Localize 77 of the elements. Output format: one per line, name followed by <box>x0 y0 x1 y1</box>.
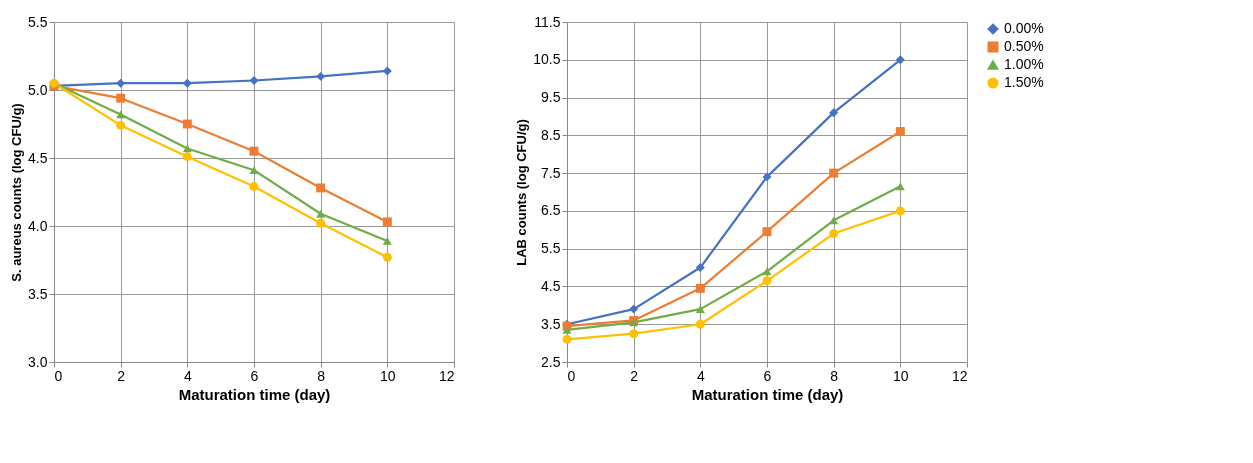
legend-label: 0.50% <box>1004 38 1044 54</box>
point <box>695 263 705 273</box>
point <box>895 182 905 191</box>
x-tick-label: 10 <box>380 367 396 384</box>
legend-label: 1.50% <box>1004 74 1044 90</box>
point <box>762 227 772 237</box>
point <box>829 108 839 118</box>
x-tick-label: 2 <box>630 367 639 384</box>
y-tick-label: 3.0 <box>28 353 48 370</box>
x-tick-label: 4 <box>696 367 705 384</box>
x-tick-label: 0 <box>567 367 576 384</box>
point <box>829 168 839 178</box>
point <box>249 182 259 192</box>
point <box>762 276 772 286</box>
y-tick-label: 4.0 <box>28 217 48 234</box>
point <box>629 329 639 339</box>
point <box>316 209 326 218</box>
point <box>695 305 705 313</box>
y-tick-label: 11.5 <box>534 13 561 30</box>
point <box>116 93 126 103</box>
point <box>116 78 126 88</box>
x-tick-label: 12 <box>951 367 968 384</box>
point <box>116 120 126 130</box>
point <box>182 144 192 153</box>
y-tick-label: 8.5 <box>541 126 561 143</box>
point <box>895 206 905 216</box>
y-tick-label: 5.0 <box>28 81 48 98</box>
x-tick-label: 6 <box>763 367 772 384</box>
point <box>249 146 259 156</box>
point <box>562 326 572 334</box>
x-tick-label: 8 <box>830 367 839 384</box>
legend-label: 1.00% <box>1004 56 1044 72</box>
point <box>249 166 259 175</box>
y-tick-label: 2.5 <box>541 353 561 370</box>
x-tick-label: 10 <box>893 367 909 384</box>
point <box>382 252 392 262</box>
point <box>695 319 705 329</box>
point <box>695 283 705 293</box>
point <box>762 267 772 276</box>
x-axis-title: Maturation time (day) <box>178 385 331 403</box>
point <box>562 334 572 344</box>
point <box>182 78 192 88</box>
y-tick-label: 3.5 <box>28 285 48 302</box>
point <box>382 66 392 76</box>
legend-label: 0.00% <box>1004 20 1044 36</box>
y-tick-label: 5.5 <box>28 13 48 30</box>
point <box>829 229 839 239</box>
y-tick-label: 7.5 <box>541 164 561 181</box>
x-tick-label: 0 <box>54 367 63 384</box>
point <box>829 216 839 225</box>
point <box>382 217 392 227</box>
point <box>316 71 326 81</box>
point <box>382 237 392 245</box>
point <box>629 304 639 314</box>
point <box>895 55 905 65</box>
x-tick-label: 6 <box>250 367 259 384</box>
y-tick-label: 10.5 <box>533 51 561 68</box>
x-tick-label: 2 <box>117 367 126 384</box>
point <box>762 172 772 182</box>
y-tick-label: 6.5 <box>541 202 561 219</box>
y-tick-label: 4.5 <box>28 149 48 166</box>
point <box>182 152 192 162</box>
point <box>316 183 326 193</box>
y-tick-label: 4.5 <box>541 277 561 294</box>
x-tick-label: 12 <box>438 367 455 384</box>
point <box>182 119 192 129</box>
x-tick-label: 4 <box>183 367 192 384</box>
y-axis-title: LAB counts (log CFU/g) <box>514 119 530 266</box>
y-tick-label: 9.5 <box>541 89 561 106</box>
y-axis-title: S. aureus counts (log CFU/g) <box>9 103 25 282</box>
x-tick-label: 8 <box>317 367 326 384</box>
point <box>895 127 905 137</box>
y-tick-label: 3.5 <box>541 315 561 332</box>
y-tick-label: 5.5 <box>541 240 561 257</box>
x-axis-title: Maturation time (day) <box>691 385 844 403</box>
point <box>316 218 326 228</box>
point <box>249 76 259 85</box>
